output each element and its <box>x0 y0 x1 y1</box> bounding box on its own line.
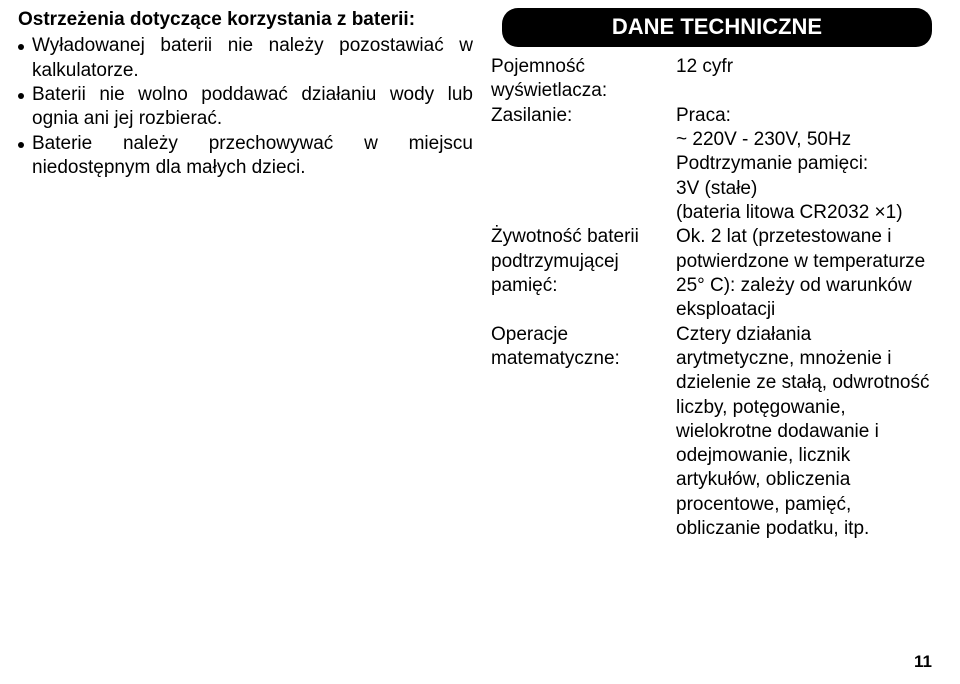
spec-label: Pojemność wyświetlacza: <box>491 55 676 104</box>
specs-heading: DANE TECHNICZNE <box>502 8 932 47</box>
spec-label: Operacje matematyczne: <box>491 323 676 542</box>
warnings-list: Wyładowanej baterii nie należy pozostawi… <box>18 34 473 180</box>
table-row: Operacje matematyczne: Cztery działania … <box>491 323 932 542</box>
bullet-icon <box>18 142 24 148</box>
spec-value: Ok. 2 lat (przetestowane i potwierdzone … <box>676 225 932 322</box>
list-item: Baterii nie wolno poddawać działaniu wod… <box>18 83 473 132</box>
table-row: Żywotność baterii podtrzymującej pamięć:… <box>491 225 932 322</box>
list-item: Wyładowanej baterii nie należy pozostawi… <box>18 34 473 83</box>
spec-label: Żywotność baterii podtrzymującej pamięć: <box>491 225 676 322</box>
bullet-text: Baterii nie wolno poddawać działaniu wod… <box>32 83 473 132</box>
spec-label: Zasilanie: <box>491 104 676 226</box>
bullet-text: Wyładowanej baterii nie należy pozostawi… <box>32 34 473 83</box>
spec-value: Praca:~ 220V - 230V, 50HzPodtrzymanie pa… <box>676 104 932 226</box>
table-row: Zasilanie: Praca:~ 220V - 230V, 50HzPodt… <box>491 104 932 226</box>
bullet-text: Baterie należy przechowywać w miejscu ni… <box>32 132 473 181</box>
bullet-icon <box>18 44 24 50</box>
table-row: Pojemność wyświetlacza: 12 cyfr <box>491 55 932 104</box>
bullet-icon <box>18 93 24 99</box>
page-number: 11 <box>914 652 932 672</box>
spec-value: Cztery działania arytmetyczne, mnożenie … <box>676 323 932 542</box>
spec-value: 12 cyfr <box>676 55 932 104</box>
warnings-title: Ostrzeżenia dotyczące korzystania z bate… <box>18 8 473 32</box>
list-item: Baterie należy przechowywać w miejscu ni… <box>18 132 473 181</box>
